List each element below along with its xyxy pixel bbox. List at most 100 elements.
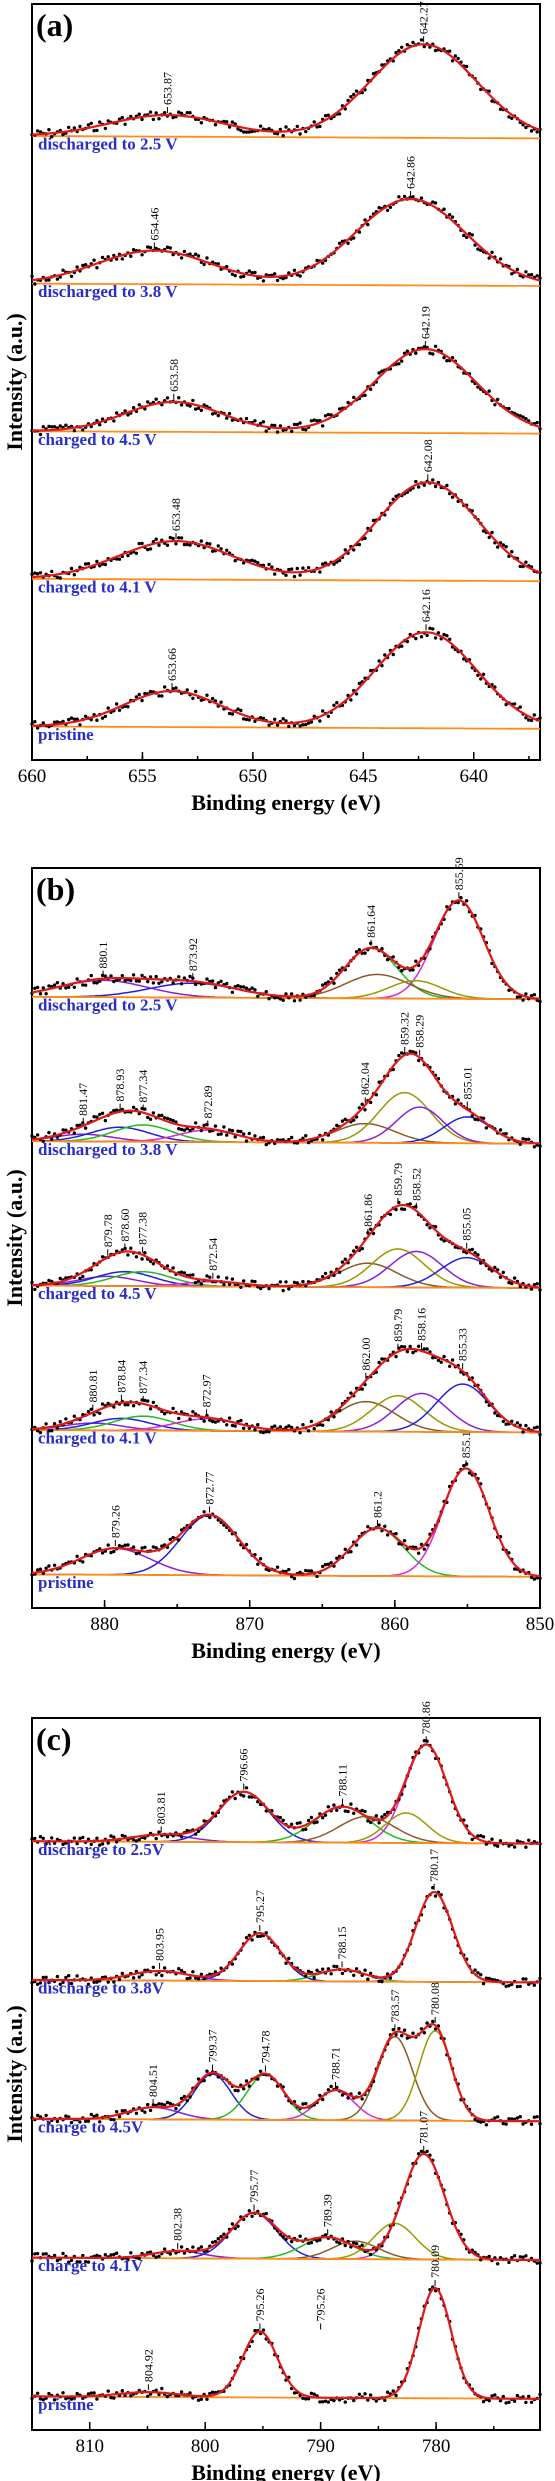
peak-label: 880.81 — [86, 1369, 100, 1402]
data-point — [241, 1279, 246, 1283]
data-point — [52, 1841, 57, 1846]
data-point — [143, 2110, 147, 2114]
data-point — [354, 2242, 359, 2246]
panel-letter: (c) — [36, 1721, 72, 1757]
data-point — [408, 1202, 412, 1206]
data-point — [140, 1546, 144, 1550]
data-point — [527, 1838, 531, 1843]
data-point — [524, 270, 528, 274]
data-point — [216, 1132, 220, 1137]
data-point — [309, 1419, 314, 1424]
peak-label: 881.47 — [76, 1083, 90, 1116]
data-point — [323, 2399, 328, 2403]
data-point — [298, 724, 302, 728]
data-point — [202, 2078, 206, 2083]
data-point — [244, 1936, 249, 1940]
peak-label: 789.39 — [321, 2194, 335, 2227]
data-point — [309, 1569, 314, 1573]
x-tick-label: 780 — [422, 2436, 451, 2457]
data-point — [298, 998, 302, 1002]
data-point — [38, 130, 43, 134]
data-point — [35, 129, 40, 133]
data-point — [244, 717, 249, 722]
data-point — [230, 712, 235, 716]
data-point — [428, 1226, 432, 1230]
data-point — [64, 1417, 68, 1421]
data-point — [306, 1818, 311, 1823]
data-point — [380, 947, 384, 951]
data-point — [320, 261, 325, 265]
background-line — [32, 2117, 540, 2123]
data-point — [162, 2103, 167, 2107]
data-point — [320, 2097, 325, 2102]
data-point — [301, 427, 305, 431]
data-point — [510, 550, 514, 554]
data-point — [524, 1977, 528, 1981]
data-point — [298, 1821, 302, 1825]
data-point — [495, 1413, 500, 1418]
data-point — [168, 2101, 172, 2106]
data-point — [244, 2079, 249, 2083]
data-point — [337, 1270, 342, 1275]
background-line — [32, 1573, 540, 1578]
data-point — [131, 1976, 136, 1980]
data-point — [193, 982, 198, 987]
spectrum-label: charged to 4.1 V — [38, 1429, 157, 1448]
data-point — [109, 2395, 113, 2400]
envelope-line — [31, 1052, 541, 1145]
data-point — [61, 132, 65, 137]
data-point — [315, 1820, 319, 1824]
data-point — [131, 1105, 136, 1110]
data-point — [236, 127, 240, 131]
data-point — [92, 1115, 96, 1119]
data-point — [284, 573, 288, 577]
data-point — [470, 233, 474, 237]
peak-label: 795.27 — [253, 1890, 267, 1923]
data-point — [114, 1840, 119, 1844]
data-point — [416, 485, 421, 489]
data-point — [225, 1133, 229, 1137]
data-point — [58, 1420, 62, 1424]
data-point — [208, 1129, 212, 1133]
data-point — [188, 1128, 192, 1133]
data-point — [295, 1821, 299, 1826]
background-line — [32, 1979, 540, 1984]
data-point — [521, 998, 525, 1002]
data-point — [151, 117, 156, 122]
spectrum-label: pristine — [38, 1573, 94, 1592]
data-point — [287, 1424, 291, 1428]
data-point — [326, 1562, 331, 1567]
data-point — [349, 698, 353, 702]
data-point — [58, 1982, 62, 1987]
data-point — [397, 1053, 401, 1058]
data-point — [498, 107, 503, 111]
data-point — [213, 985, 218, 990]
data-point — [44, 2113, 48, 2118]
peak-label: 877.38 — [136, 1212, 150, 1245]
data-point — [258, 1557, 263, 1561]
peak-label: 855.05 — [460, 1208, 474, 1241]
data-point — [332, 981, 336, 985]
data-point — [524, 716, 528, 720]
data-point — [160, 980, 164, 984]
data-point — [442, 355, 446, 360]
data-point — [320, 1967, 325, 1971]
data-point — [35, 2391, 40, 2395]
data-point — [165, 543, 170, 547]
data-point — [129, 2251, 133, 2255]
data-point — [301, 2102, 305, 2106]
data-point — [191, 398, 195, 403]
data-point — [366, 222, 370, 227]
data-point — [289, 1135, 294, 1140]
data-point — [425, 1223, 429, 1227]
data-point — [320, 1423, 325, 1427]
data-point — [306, 566, 311, 570]
data-point — [337, 2241, 342, 2245]
x-tick-label: 880 — [90, 1614, 119, 1635]
data-point — [538, 1976, 542, 1981]
data-point — [160, 694, 164, 698]
data-point — [298, 421, 302, 425]
data-point — [241, 717, 246, 721]
data-point — [75, 2260, 79, 2264]
data-point — [431, 200, 435, 204]
